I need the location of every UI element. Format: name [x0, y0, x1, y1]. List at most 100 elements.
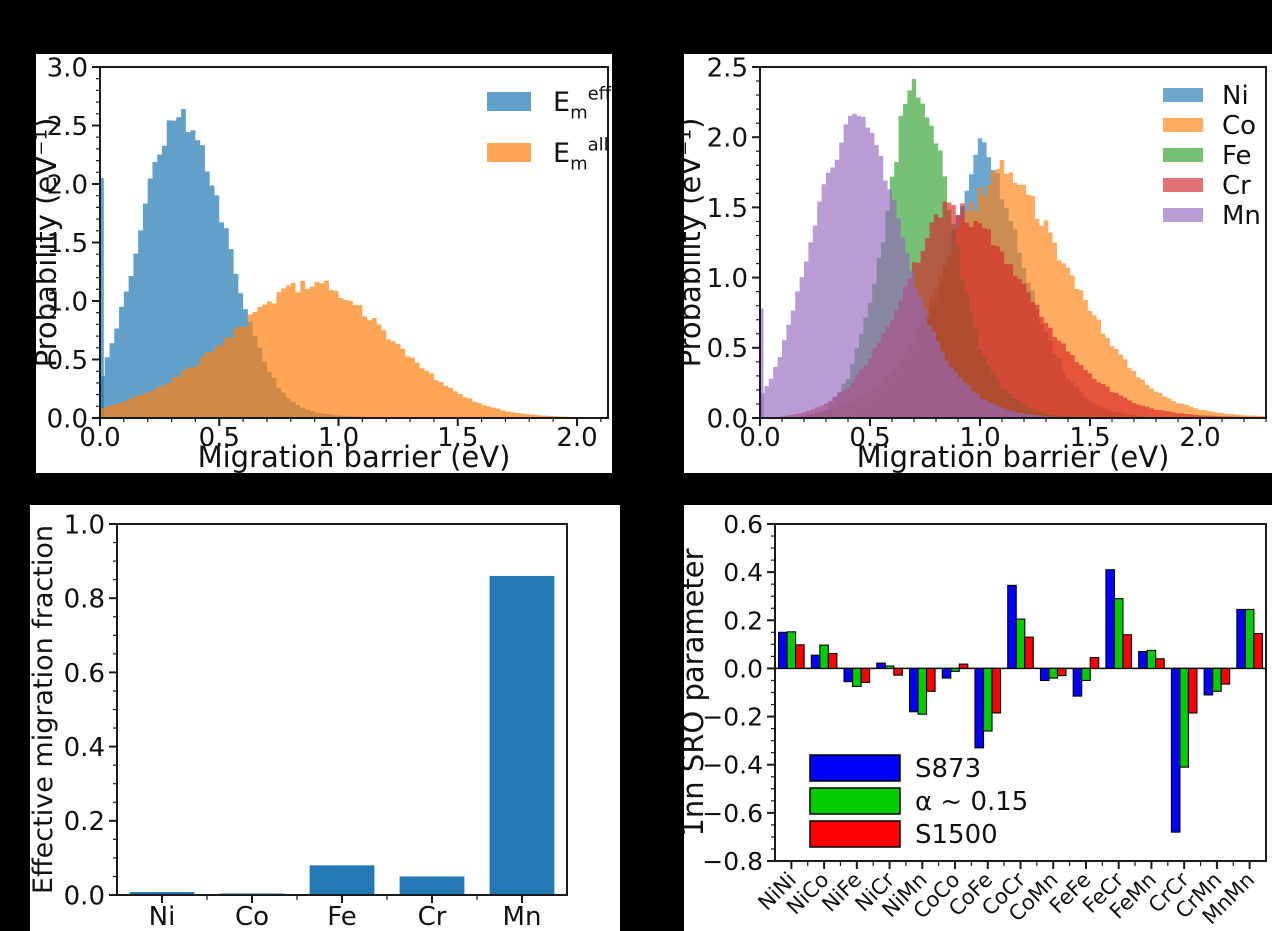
y-tick-label: 1.5: [47, 229, 88, 259]
distribution-Em_eff: [100, 109, 387, 418]
bar-CrCr-S873: [1170, 667, 1181, 833]
legend-label-α ~ 0.15: α ~ 0.15: [915, 787, 1028, 817]
x-category-label: Co: [235, 902, 269, 931]
x-tick-label: 2.0: [556, 423, 597, 453]
y-tick-label: −0.4: [702, 751, 763, 780]
bar-NiFe-S873: [843, 667, 854, 683]
x-category-label: Cr: [418, 902, 447, 931]
bar-CrCr-α ~ 0.15: [1179, 667, 1189, 768]
x-category-label: Fe: [327, 902, 357, 931]
bar-NiCr-α ~ 0.15: [884, 665, 895, 669]
sro-parameter-grouped-bar-chart: −0.8−0.6−0.4−0.20.00.20.40.6NiNiNiCoNiFe…: [684, 510, 1267, 929]
y-tick-label: −0.8: [702, 847, 763, 876]
distribution-Em_all: [100, 280, 608, 418]
bar-CrMn-S873: [1203, 667, 1214, 696]
x-axis-label: Migration barrier (eV): [857, 440, 1170, 473]
x-tick-label: 1.5: [1069, 423, 1110, 453]
bar-CoCo-α ~ 0.15: [950, 667, 960, 672]
legend-swatch-S1500: [809, 820, 901, 848]
y-tick-label: 0.5: [707, 334, 748, 364]
legend-swatch-Fe: [1163, 148, 1203, 162]
x-tick-label: 0.0: [79, 423, 120, 453]
x-tick-label: 2.0: [1179, 423, 1220, 453]
bar-NiCo-S873: [810, 654, 821, 669]
legend-label-Em_eff: Emeff: [553, 84, 612, 124]
y-tick-label: 0.2: [723, 606, 763, 635]
x-category-label: Mn: [503, 902, 542, 931]
y-tick-label: 1.0: [707, 264, 748, 294]
sro-parameter-plot-area: [775, 569, 1266, 833]
y-tick-label: 2.5: [47, 112, 88, 142]
panel-barrier-distribution-effective-vs-all: 0.0 0.5 1.0 1.5 2.0 2.5 3.0 0.0 0.5 1.0 1.5 2.0 Migr…: [36, 54, 612, 473]
y-axis-label: Effective migration fraction: [30, 525, 59, 894]
y-tick-label: −0.6: [702, 799, 763, 828]
bar-CrCr-S1500: [1187, 667, 1198, 714]
bar-MnMn-α ~ 0.15: [1244, 608, 1255, 669]
histogram-by-element-chart: 0.0 0.5 1.0 1.5 2.0 2.5 0.0 0.5 1.0 1.5 2.0 Migrati…: [684, 54, 1267, 473]
bar-NiMn-S873: [908, 667, 919, 713]
bar-NiNi-S1500: [795, 644, 805, 669]
y-tick-label: 2.5: [707, 54, 748, 83]
bar-MnMn-S873: [1236, 608, 1246, 669]
bar-Cr: [399, 876, 465, 895]
x-tick-label: 0.5: [199, 423, 240, 453]
distribution-spike-Mn: [760, 308, 764, 418]
x-tick-label: 1.5: [437, 423, 478, 453]
y-tick-label: 0.5: [47, 346, 88, 376]
bar-NiFe-S1500: [860, 667, 871, 683]
panel-sro-parameter: −0.8 −0.6 −0.4 −0.2 0.0 0.2 0.4 0.6 NiNi NiCo NiFe…: [684, 505, 1272, 931]
bar-NiCo-S1500: [827, 652, 838, 669]
y-tick-label: 0.0: [47, 404, 88, 434]
legend-label-Co: Co: [1222, 111, 1256, 141]
barrier-distribution-effective-vs-all-legend: Emeff Emall: [487, 84, 612, 175]
y-tick-label: 0.4: [64, 733, 105, 763]
bar-FeMn-S1500: [1155, 658, 1165, 669]
legend-label-Em_all: Emall: [553, 135, 609, 175]
y-tick-label: 0.0: [707, 404, 748, 434]
bar-NiCr-S873: [876, 662, 886, 669]
barrier-distribution-by-element-plot-area: [760, 78, 1266, 418]
legend-label-Ni: Ni: [1222, 81, 1249, 111]
legend-label-Fe: Fe: [1222, 141, 1252, 171]
y-tick-label: 0.4: [723, 558, 763, 587]
y-axis-label: 1nn SRO parameter: [684, 548, 710, 836]
legend-swatch-Co: [1163, 118, 1203, 132]
panel-effective-migration-fraction: 0.0 0.2 0.4 0.6 0.8 1.0 Ni Co Fe Cr Mn Effective mi…: [30, 505, 620, 931]
bar-CoCr-α ~ 0.15: [1015, 618, 1026, 669]
y-tick-label: 0.6: [64, 659, 105, 689]
bar-Ni: [129, 892, 195, 895]
bar-CoCo-S1500: [958, 663, 969, 669]
effective-migration-fraction-plot-area: [129, 575, 555, 895]
legend-label-Cr: Cr: [1222, 171, 1251, 201]
y-tick-label: 0.2: [64, 807, 105, 837]
y-tick-label: 1.0: [64, 510, 105, 540]
distribution-spike-Em_eff: [100, 178, 104, 418]
y-tick-label: −0.2: [702, 703, 763, 732]
bar-CoCr-S1500: [1024, 636, 1034, 669]
axes-frame: [759, 66, 1267, 419]
x-category-label: Ni: [149, 902, 176, 931]
y-tick-label: 1.0: [47, 287, 88, 317]
bar-FeCr-α ~ 0.15: [1113, 598, 1124, 669]
bar-FeMn-S873: [1138, 651, 1148, 669]
y-tick-label: 0.0: [723, 654, 763, 683]
y-tick-label: 1.5: [707, 194, 748, 224]
legend-swatch-Cr: [1163, 178, 1203, 192]
bar-CoMn-S1500: [1056, 667, 1067, 677]
bar-Fe: [309, 865, 375, 895]
bar-CrMn-S1500: [1220, 667, 1231, 685]
bar-MnMn-S1500: [1253, 632, 1263, 669]
bar-NiFe-α ~ 0.15: [852, 667, 862, 688]
legend-swatch-Mn: [1163, 208, 1203, 222]
y-axis-label: Probability (eV⁻¹): [36, 118, 63, 368]
bar-NiCo-α ~ 0.15: [819, 644, 829, 669]
bar-CoCo-S873: [941, 667, 952, 679]
y-tick-label: 2.0: [707, 124, 748, 154]
histogram-effective-vs-all-chart: 0.0 0.5 1.0 1.5 2.0 2.5 3.0 0.0 0.5 1.0 1.5 2.0 Migr…: [36, 54, 612, 473]
bar-CoMn-S873: [1039, 667, 1050, 682]
y-tick-label: 3.0: [47, 54, 88, 83]
bar-NiCr-S1500: [893, 667, 903, 676]
